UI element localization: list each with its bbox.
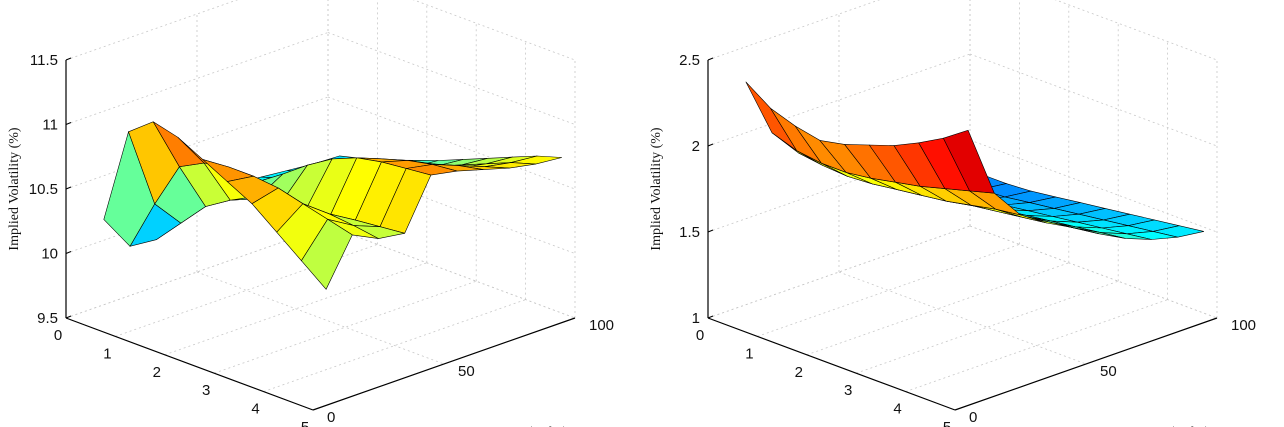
x-axis-line bbox=[707, 317, 956, 411]
grid-line bbox=[1054, 0, 1218, 61]
chart0-surface bbox=[103, 121, 562, 290]
y-tick-label: 50 bbox=[1100, 363, 1117, 380]
chart1-axis-labels: Implied Volatility (%) Moneyness (Delta) bbox=[649, 127, 1210, 427]
z-tick-mark bbox=[707, 315, 714, 319]
x-tick-label: 1 bbox=[745, 345, 753, 362]
x-tick-label: 5 bbox=[301, 419, 309, 427]
z-tick-label: 11.5 bbox=[30, 52, 58, 69]
z-tick-mark bbox=[707, 143, 714, 147]
z-tick-label: 2 bbox=[692, 138, 700, 155]
x-tick-label: 5 bbox=[943, 419, 951, 427]
grid-line bbox=[806, 262, 1069, 356]
z-tick-label: 1 bbox=[692, 310, 700, 327]
z-tick-label: 2.5 bbox=[679, 52, 700, 69]
grid-line bbox=[65, 96, 329, 190]
y-tick-label: 100 bbox=[1231, 317, 1256, 334]
grid-line bbox=[214, 280, 477, 374]
grid-line bbox=[969, 53, 1218, 147]
surface-patch bbox=[745, 81, 797, 151]
x-tick-label: 3 bbox=[844, 382, 852, 399]
chart1-axes bbox=[707, 60, 1218, 411]
grid-line bbox=[856, 280, 1119, 374]
z-tick-label: 11 bbox=[42, 117, 58, 134]
y-tick-label: 0 bbox=[327, 409, 335, 426]
chart1-surface bbox=[745, 81, 1204, 240]
surface-plot-right-svg: 11.522.5012345050100Implied Volatility (… bbox=[649, 0, 1256, 427]
x-tick-label: 4 bbox=[893, 401, 901, 418]
grid-line bbox=[707, 225, 971, 319]
z-tick-mark bbox=[65, 122, 72, 125]
grid-line bbox=[757, 244, 1020, 337]
y-axis-line bbox=[954, 317, 1218, 411]
x-tick-label: 1 bbox=[103, 345, 111, 362]
y-tick-label: 50 bbox=[458, 363, 475, 380]
grid-line bbox=[196, 271, 445, 365]
z-tick-mark bbox=[707, 229, 714, 233]
chart0-axis-labels: Implied Volatility (%) Moneyness (Delta) bbox=[7, 127, 568, 427]
y-axis-line bbox=[312, 317, 576, 411]
y-tick-label: 100 bbox=[589, 317, 614, 334]
grid-line bbox=[969, 225, 1218, 319]
z-axis-label: Implied Volatility (%) bbox=[649, 127, 664, 250]
grid-line bbox=[263, 299, 526, 392]
grid-line bbox=[838, 271, 1087, 365]
grid-line bbox=[905, 299, 1168, 392]
grid-line bbox=[65, 0, 239, 61]
grid-line bbox=[164, 262, 427, 356]
grid-line bbox=[707, 53, 971, 147]
z-axis-label: Implied Volatility (%) bbox=[7, 127, 22, 250]
surface-plot-right: 11.522.5012345050100Implied Volatility (… bbox=[642, 0, 1284, 427]
x-tick-label: 0 bbox=[54, 327, 62, 344]
x-tick-label: 3 bbox=[202, 382, 210, 399]
x-axis-line bbox=[65, 317, 314, 411]
z-tick-mark bbox=[65, 315, 72, 319]
surface-patch bbox=[942, 129, 995, 194]
surface-patch bbox=[301, 218, 353, 290]
z-tick-label: 10 bbox=[41, 246, 58, 263]
grid-line bbox=[412, 0, 576, 61]
x-tick-label: 0 bbox=[696, 327, 704, 344]
chart1-grid bbox=[707, 0, 1218, 411]
z-tick-mark bbox=[65, 186, 72, 190]
y-axis-label: Moneyness (Delta) bbox=[1103, 425, 1210, 427]
grid-line bbox=[969, 139, 1218, 233]
grid-line bbox=[327, 161, 576, 254]
y-axis-label: Moneyness (Delta) bbox=[461, 425, 568, 427]
x-tick-label: 4 bbox=[251, 401, 259, 418]
y-tick-label: 0 bbox=[969, 409, 977, 426]
z-tick-label: 1.5 bbox=[679, 224, 700, 241]
chart1-tick-labels: 11.522.5012345050100 bbox=[679, 52, 1256, 427]
z-tick-label: 10.5 bbox=[29, 181, 58, 198]
z-tick-mark bbox=[707, 57, 714, 61]
z-tick-mark bbox=[65, 57, 72, 61]
grid-line bbox=[327, 225, 576, 319]
grid-line bbox=[327, 32, 576, 125]
z-tick-mark bbox=[65, 251, 72, 254]
z-tick-label: 9.5 bbox=[37, 310, 58, 327]
x-tick-label: 2 bbox=[795, 364, 803, 381]
grid-line bbox=[327, 96, 576, 190]
grid-line bbox=[65, 32, 329, 125]
grid-line bbox=[707, 0, 881, 61]
x-tick-label: 2 bbox=[153, 364, 161, 381]
